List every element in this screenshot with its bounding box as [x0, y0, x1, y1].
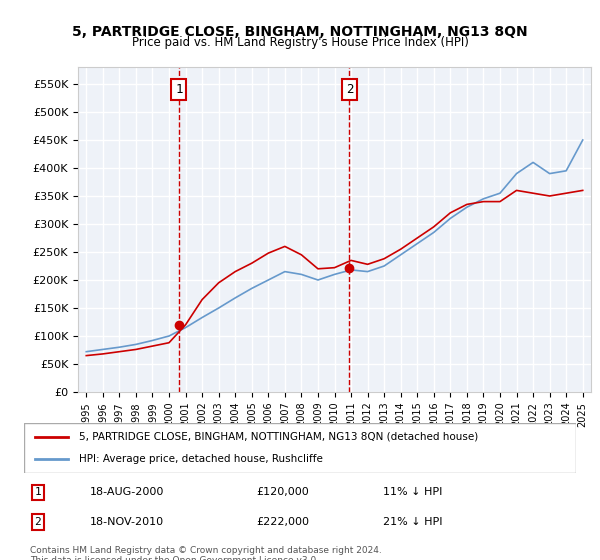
Text: Price paid vs. HM Land Registry's House Price Index (HPI): Price paid vs. HM Land Registry's House …: [131, 36, 469, 49]
Text: 18-AUG-2000: 18-AUG-2000: [90, 487, 164, 497]
Text: 2: 2: [346, 83, 353, 96]
Text: 18-NOV-2010: 18-NOV-2010: [90, 517, 164, 527]
Text: Contains HM Land Registry data © Crown copyright and database right 2024.
This d: Contains HM Land Registry data © Crown c…: [30, 546, 382, 560]
Text: HPI: Average price, detached house, Rushcliffe: HPI: Average price, detached house, Rush…: [79, 454, 323, 464]
Text: £222,000: £222,000: [256, 517, 309, 527]
Text: 11% ↓ HPI: 11% ↓ HPI: [383, 487, 442, 497]
Text: 5, PARTRIDGE CLOSE, BINGHAM, NOTTINGHAM, NG13 8QN: 5, PARTRIDGE CLOSE, BINGHAM, NOTTINGHAM,…: [72, 25, 528, 39]
FancyBboxPatch shape: [24, 423, 576, 473]
Text: 1: 1: [175, 83, 182, 96]
Text: 5, PARTRIDGE CLOSE, BINGHAM, NOTTINGHAM, NG13 8QN (detached house): 5, PARTRIDGE CLOSE, BINGHAM, NOTTINGHAM,…: [79, 432, 478, 442]
Text: 1: 1: [34, 487, 41, 497]
Text: £120,000: £120,000: [256, 487, 308, 497]
Text: 2: 2: [34, 517, 41, 527]
Text: 21% ↓ HPI: 21% ↓ HPI: [383, 517, 442, 527]
